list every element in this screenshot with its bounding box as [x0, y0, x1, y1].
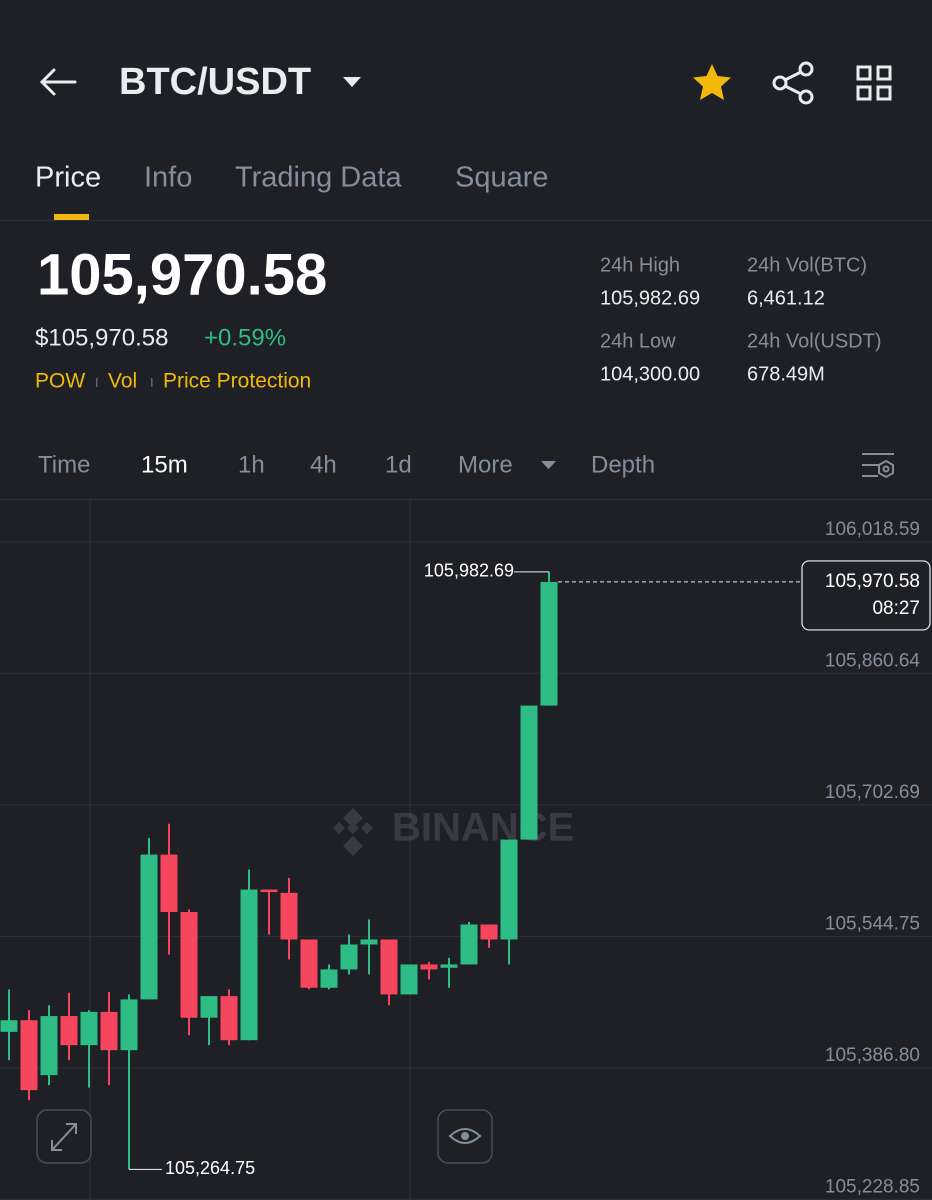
last-price-label: 105,970.58	[825, 571, 920, 592]
y-tick-label: 106,018.59	[825, 519, 920, 540]
tab-indicator	[54, 214, 89, 220]
plot: 106,018.59 105,860.64 105,702.69 105,544.75…	[0, 519, 932, 1200]
visibility-button[interactable]	[437, 1109, 493, 1164]
candle-body	[540, 581, 558, 706]
stat-value: 678.49M	[747, 363, 825, 385]
tab[interactable]: Price	[35, 162, 101, 194]
usd-price: $105,970.58	[35, 324, 168, 351]
candle-body	[60, 1016, 78, 1046]
divider	[0, 220, 932, 221]
interval[interactable]: Time	[38, 451, 90, 478]
layout-icon[interactable]	[856, 65, 892, 101]
candle-body	[500, 839, 518, 940]
more-caret[interactable]	[541, 461, 556, 469]
candle-body	[0, 1020, 18, 1032]
candle-body	[300, 939, 318, 988]
share-icon[interactable]	[772, 61, 814, 105]
tab[interactable]: Square	[455, 162, 549, 194]
tag[interactable]: Price Protection	[163, 370, 311, 393]
candle-body	[140, 854, 158, 1000]
candle-body	[160, 854, 178, 913]
y-tick-label: 105,386.80	[825, 1045, 920, 1066]
chart-settings-icon[interactable]	[862, 453, 894, 479]
stat-value: 105,982.69	[600, 287, 700, 309]
watermark: BINANCE	[333, 806, 574, 856]
stat-label: 24h Vol(BTC)	[747, 254, 867, 276]
candle-body	[40, 1016, 58, 1076]
candle-body	[340, 944, 358, 970]
candle-body	[100, 1011, 118, 1051]
tag-separator	[151, 378, 153, 387]
last-price-box	[801, 560, 931, 631]
annotation-label: 105,982.69	[424, 561, 514, 581]
y-tick-label: 105,702.69	[825, 782, 920, 803]
pair-caret[interactable]	[343, 77, 361, 87]
y-tick-label: 105,228.85	[825, 1176, 920, 1197]
candle-body	[120, 999, 138, 1051]
candle-body	[20, 1020, 38, 1091]
watermark-text: BINANCE	[392, 806, 574, 850]
tab[interactable]: Trading Data	[235, 162, 402, 194]
stat-value: 104,300.00	[600, 363, 700, 385]
expand-button[interactable]	[36, 1109, 92, 1164]
price-change: +0.59%	[204, 324, 286, 351]
candle-body	[480, 924, 498, 940]
interval[interactable]: Depth	[591, 451, 655, 478]
candle-body	[260, 889, 278, 893]
pair-title[interactable]: BTC/USDT	[119, 61, 311, 103]
candle-body	[420, 964, 438, 970]
interval[interactable]: 1d	[385, 451, 412, 478]
y-tick-label: 105,860.64	[825, 650, 921, 671]
stat-label: 24h High	[600, 254, 680, 276]
interval[interactable]: 15m	[141, 451, 188, 478]
interval[interactable]: 4h	[310, 451, 337, 478]
candle-body	[200, 996, 218, 1018]
candle-body	[280, 892, 298, 940]
candle-body	[80, 1011, 98, 1046]
y-tick-label: 105,544.75	[825, 913, 920, 934]
stat-value: 6,461.12	[747, 287, 825, 309]
candle-body	[360, 939, 378, 945]
candle-body	[520, 705, 538, 840]
last-price: 105,970.58	[37, 242, 327, 307]
candle-body	[440, 964, 458, 968]
interval[interactable]: More	[458, 451, 513, 478]
tag-separator	[96, 378, 98, 387]
tab[interactable]: Info	[144, 162, 192, 194]
candle-body	[460, 924, 478, 965]
candle-body	[240, 889, 258, 1041]
candle-body	[400, 964, 418, 995]
stat-label: 24h Low	[600, 330, 676, 352]
candle-body	[380, 939, 398, 995]
candle-body	[320, 969, 338, 988]
favorite-icon[interactable]	[693, 64, 731, 100]
countdown-label: 08:27	[872, 598, 920, 619]
tag[interactable]: POW	[35, 370, 85, 393]
candle-body	[180, 912, 198, 1018]
stat-label: 24h Vol(USDT)	[747, 330, 882, 352]
interval[interactable]: 1h	[238, 451, 265, 478]
annotation-label: 105,264.75	[165, 1158, 255, 1178]
tag[interactable]: Vol	[108, 370, 137, 393]
candle-body	[220, 996, 238, 1041]
divider	[0, 499, 932, 500]
back-button[interactable]	[39, 68, 77, 96]
